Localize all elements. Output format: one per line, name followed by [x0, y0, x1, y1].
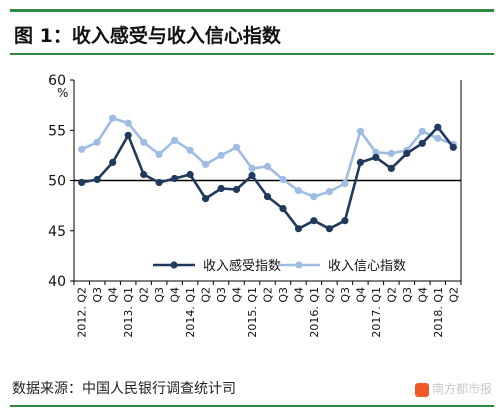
data-point	[434, 134, 442, 142]
data-point	[124, 131, 132, 139]
x-tick-label: Q3	[277, 287, 290, 303]
data-point	[325, 188, 333, 196]
data-point	[310, 193, 318, 201]
data-point	[186, 170, 194, 179]
data-point	[140, 138, 148, 146]
x-tick-label: Q2	[262, 287, 275, 303]
data-point	[109, 114, 117, 122]
x-tick-label: Q3	[91, 287, 104, 303]
data-point	[248, 171, 256, 180]
x-tick-label: 2018. Q1	[432, 287, 445, 338]
y-tick-label: 50	[48, 174, 66, 190]
data-point	[217, 184, 225, 193]
x-tick-label: Q2	[138, 287, 151, 303]
top-rule	[10, 9, 494, 12]
x-tick-label: Q3	[339, 287, 352, 303]
data-point	[418, 127, 426, 135]
x-tick-label: 2015. Q1	[246, 287, 259, 338]
data-point	[93, 175, 101, 184]
data-point	[418, 139, 426, 147]
x-tick-label: 2016. Q1	[308, 287, 321, 338]
y-unit-label: %	[57, 86, 68, 100]
data-point	[325, 225, 333, 233]
data-point	[78, 145, 86, 153]
data-point	[372, 153, 380, 161]
data-point	[372, 148, 380, 156]
data-point	[387, 164, 395, 172]
x-tick-label: Q2	[385, 287, 398, 303]
y-tick-label: 55	[48, 123, 66, 139]
data-point	[232, 185, 241, 194]
x-tick-label: 2017. Q1	[370, 287, 383, 338]
x-tick-label: 2014. Q1	[184, 287, 197, 338]
data-point	[403, 149, 411, 157]
y-tick-label: 45	[48, 224, 66, 240]
figure-title: 图 1：收入感受与收入信心指数	[14, 25, 281, 47]
data-point	[341, 179, 349, 188]
data-point	[93, 138, 101, 146]
watermark: 南方都市报	[414, 380, 492, 397]
x-tick-label: Q4	[416, 287, 429, 303]
data-point	[341, 217, 349, 225]
data-point	[109, 158, 117, 166]
data-point	[279, 175, 287, 184]
data-point	[310, 217, 318, 225]
y-tick-label: 60	[48, 73, 66, 89]
x-tick-label: Q2	[447, 287, 460, 303]
y-tick-label: 40	[48, 274, 66, 290]
data-point	[217, 151, 225, 159]
x-tick-label: Q4	[354, 287, 367, 303]
data-source-note: 数据来源：中国人民银行调查统计司	[12, 381, 236, 397]
data-point	[232, 143, 241, 151]
data-point	[171, 174, 179, 183]
data-point	[294, 225, 303, 233]
x-tick-label: Q2	[323, 287, 336, 303]
data-point	[124, 119, 132, 127]
data-point	[171, 136, 179, 144]
x-tick-label: Q4	[292, 287, 305, 303]
x-tick-label: Q4	[231, 287, 244, 303]
data-point	[279, 205, 287, 213]
data-point	[294, 187, 303, 195]
data-point	[186, 146, 194, 154]
x-tick-label: Q3	[153, 287, 166, 303]
series-line	[81, 125, 455, 230]
x-tick-label: Q4	[107, 287, 120, 303]
legend-label: 收入信心指数	[328, 259, 406, 274]
data-point	[387, 149, 395, 157]
x-tick-label: 2013. Q1	[122, 287, 135, 338]
data-point	[155, 150, 163, 158]
title-divider	[10, 53, 494, 55]
data-point	[263, 193, 272, 201]
data-point	[356, 158, 364, 166]
legend-label: 收入感受指数	[203, 258, 281, 274]
watermark-text: 南方都市报	[431, 382, 492, 396]
data-point	[263, 162, 272, 170]
x-tick-label: Q3	[215, 287, 228, 303]
data-point	[155, 178, 163, 187]
x-tick-label: Q2	[200, 287, 213, 303]
legend-swatch-marker	[170, 261, 178, 269]
data-point	[78, 178, 86, 187]
data-point	[248, 164, 256, 172]
x-tick-label: Q4	[169, 287, 182, 303]
bottom-rule	[10, 405, 494, 407]
x-tick-label: Q3	[401, 287, 414, 303]
data-point	[202, 195, 210, 203]
data-point	[356, 127, 364, 135]
data-point	[434, 123, 442, 131]
data-point	[202, 160, 210, 168]
data-point	[449, 143, 457, 151]
data-point	[140, 170, 148, 179]
legend-swatch-marker	[295, 261, 303, 269]
x-tick-label: 2012. Q2	[76, 287, 89, 338]
watermark-logo-icon	[414, 382, 429, 397]
